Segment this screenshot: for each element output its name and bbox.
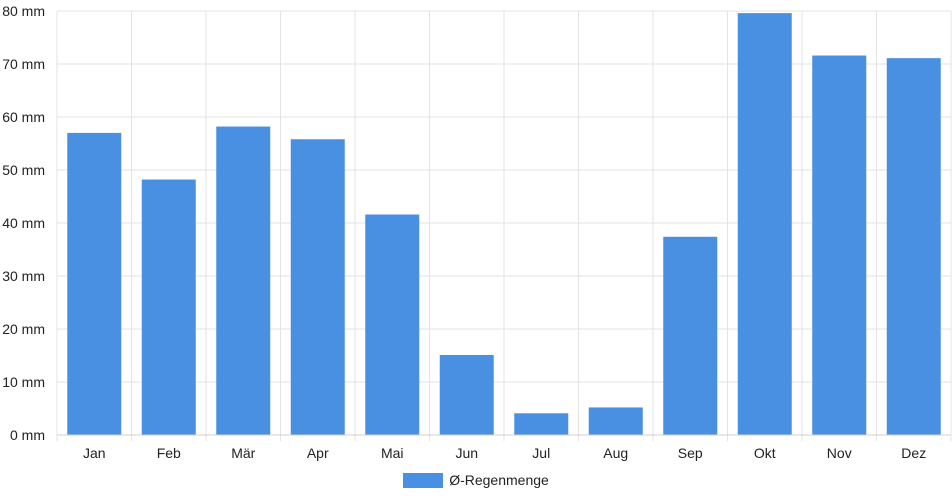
y-tick-label: 60 mm <box>2 109 45 125</box>
x-tick-label: Jun <box>455 445 478 461</box>
x-tick-label: Jan <box>83 445 106 461</box>
y-tick-label: 40 mm <box>2 215 45 231</box>
bar <box>663 236 718 435</box>
x-tick-label: Dez <box>901 445 926 461</box>
y-tick-label: 70 mm <box>2 56 45 72</box>
x-tick-label: Mär <box>231 445 255 461</box>
y-tick-label: 20 mm <box>2 321 45 337</box>
x-tick-label: Feb <box>157 445 181 461</box>
bar-chart-plot: 0 mm 10 mm 20 mm 30 mm 40 mm 50 mm 60 mm 70 mm 8… <box>2 3 952 461</box>
bar <box>514 413 569 435</box>
y-tick-label: 10 mm <box>2 374 45 390</box>
y-tick-label: 0 mm <box>10 427 45 443</box>
bar <box>141 179 196 435</box>
y-tick-label: 50 mm <box>2 162 45 178</box>
bar <box>216 126 271 435</box>
x-tick-label: Jul <box>532 445 550 461</box>
legend-label: Ø-Regenmenge <box>449 472 549 488</box>
x-tick-label: Mai <box>381 445 404 461</box>
y-tick-label: 80 mm <box>2 3 45 19</box>
x-tick-label: Okt <box>754 445 776 461</box>
bar <box>812 55 867 436</box>
legend-swatch <box>403 472 444 488</box>
bar <box>588 407 643 435</box>
x-tick-label: Sep <box>678 445 703 461</box>
bar <box>67 132 122 435</box>
x-tick-label: Apr <box>307 445 329 461</box>
y-tick-label: 30 mm <box>2 268 45 284</box>
x-tick-label: Aug <box>603 445 628 461</box>
bar <box>439 354 494 435</box>
bar <box>886 58 941 436</box>
bar <box>365 214 420 435</box>
x-tick-label: Nov <box>827 445 852 461</box>
bar <box>737 13 792 436</box>
legend[interactable]: Ø-Regenmenge <box>0 472 952 488</box>
bar <box>290 139 345 435</box>
